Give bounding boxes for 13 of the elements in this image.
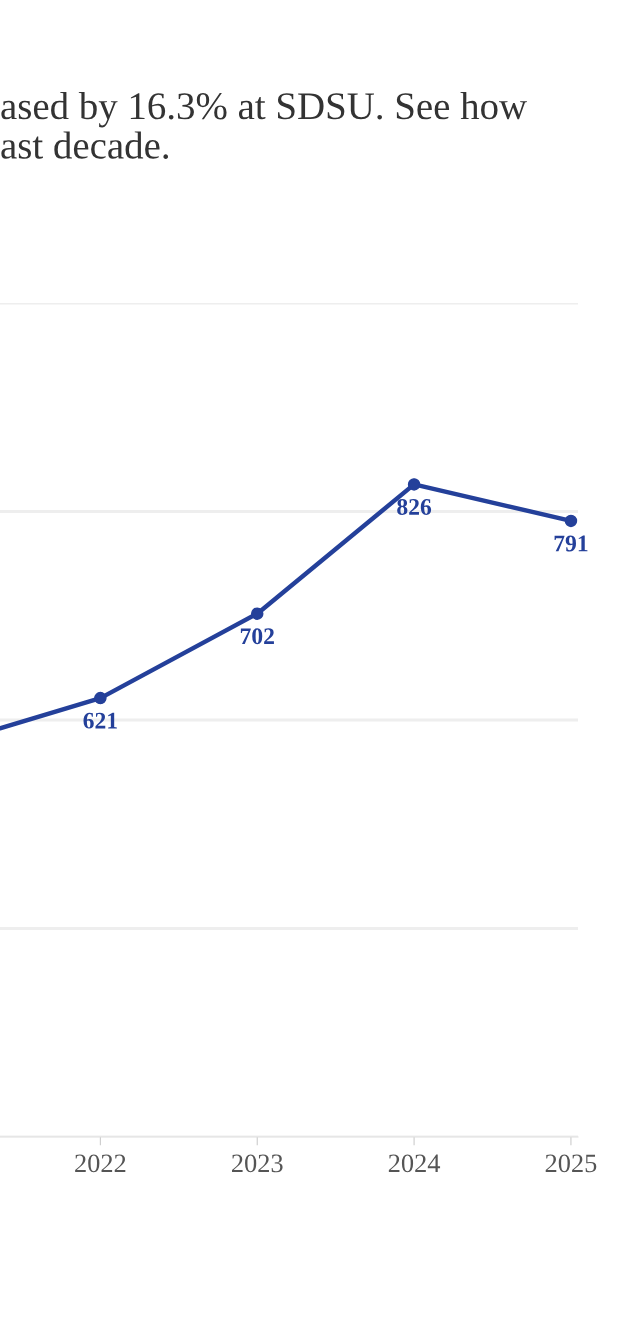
point [250,607,264,620]
data-label: 791 [554,535,588,552]
point [407,478,421,491]
chart-subtitle: ased by 16.3% at SDSU. See how ast decade. [1,92,527,159]
data-label: 621 [83,712,117,729]
x-tick-label: 2023 [232,1154,283,1173]
x-tick-label: 2024 [388,1154,441,1173]
x-tick-label: 2025 [545,1154,597,1173]
x-tick-label: 2022 [75,1154,126,1173]
data-label: 702 [240,628,274,645]
point [564,514,578,528]
point [94,691,107,705]
data-label: 826 [397,498,432,515]
